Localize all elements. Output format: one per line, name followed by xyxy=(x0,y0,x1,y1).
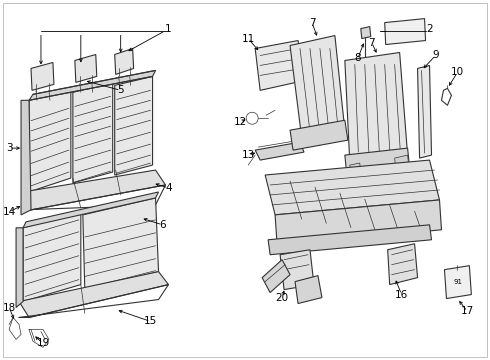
Text: 10: 10 xyxy=(451,67,464,77)
Polygon shape xyxy=(23,192,159,228)
Text: 1: 1 xyxy=(165,24,172,33)
Text: 7: 7 xyxy=(368,37,375,48)
Polygon shape xyxy=(417,66,432,158)
Text: 6: 6 xyxy=(159,220,166,230)
Polygon shape xyxy=(394,155,410,178)
Polygon shape xyxy=(19,272,169,318)
Polygon shape xyxy=(29,71,155,100)
Polygon shape xyxy=(388,244,417,285)
Polygon shape xyxy=(31,62,54,90)
Polygon shape xyxy=(290,36,345,140)
Polygon shape xyxy=(23,212,81,302)
Polygon shape xyxy=(295,276,322,303)
Text: 16: 16 xyxy=(395,289,408,300)
Text: 91: 91 xyxy=(454,279,463,285)
Text: 12: 12 xyxy=(234,117,247,127)
Polygon shape xyxy=(115,49,134,75)
Text: 5: 5 xyxy=(118,85,124,95)
Text: 3: 3 xyxy=(6,143,12,153)
Polygon shape xyxy=(268,225,432,255)
Polygon shape xyxy=(280,250,314,289)
Text: 19: 19 xyxy=(36,338,49,348)
Text: 11: 11 xyxy=(242,33,255,44)
Text: 4: 4 xyxy=(165,183,172,193)
Polygon shape xyxy=(23,170,166,210)
Polygon shape xyxy=(361,27,371,39)
Text: 20: 20 xyxy=(275,293,289,302)
Polygon shape xyxy=(290,120,348,150)
Text: 17: 17 xyxy=(461,306,474,316)
Polygon shape xyxy=(265,160,440,215)
Text: 8: 8 xyxy=(354,54,361,63)
Text: 14: 14 xyxy=(2,207,16,217)
Polygon shape xyxy=(255,142,304,160)
Polygon shape xyxy=(16,228,23,307)
Polygon shape xyxy=(73,82,113,183)
Polygon shape xyxy=(275,200,441,245)
Polygon shape xyxy=(350,163,362,188)
Polygon shape xyxy=(115,76,152,175)
Polygon shape xyxy=(262,260,290,293)
Text: 9: 9 xyxy=(432,50,439,60)
Polygon shape xyxy=(345,148,410,175)
Polygon shape xyxy=(21,100,31,215)
Text: 15: 15 xyxy=(144,316,157,327)
Polygon shape xyxy=(83,198,159,289)
Text: 2: 2 xyxy=(426,24,433,33)
Polygon shape xyxy=(29,88,71,192)
Text: 7: 7 xyxy=(309,18,315,28)
Polygon shape xyxy=(75,54,97,82)
Polygon shape xyxy=(345,53,408,163)
Polygon shape xyxy=(385,19,425,45)
Text: 13: 13 xyxy=(242,150,255,160)
Text: 18: 18 xyxy=(2,302,16,312)
Polygon shape xyxy=(255,41,305,90)
Polygon shape xyxy=(444,266,471,298)
